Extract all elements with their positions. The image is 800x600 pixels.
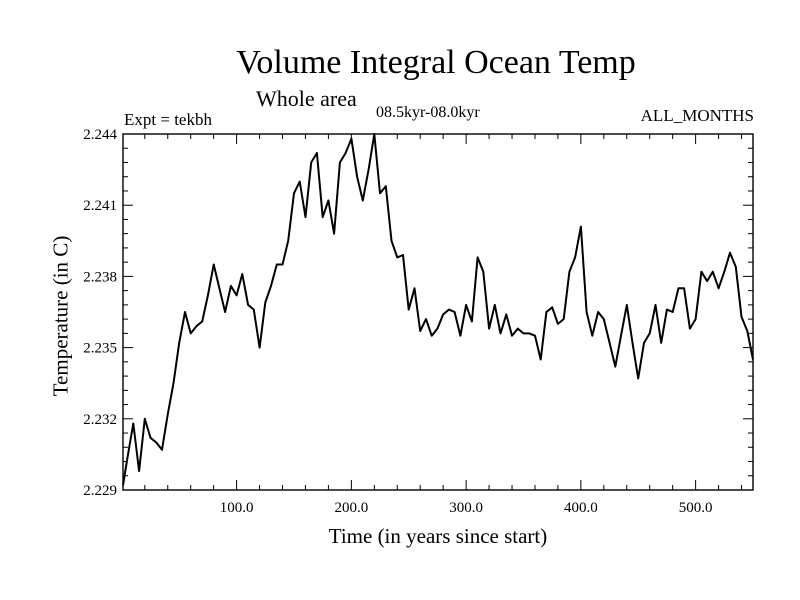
experiment-label: Expt = tekbh (124, 110, 212, 129)
plot-frame (122, 133, 754, 491)
y-tick-label: 2.241 (83, 198, 117, 214)
x-tick-label: 100.0 (220, 500, 254, 516)
y-tick-label: 2.229 (83, 483, 117, 499)
y-axis-label: Temperature (in C) (48, 235, 73, 397)
x-tick-label: 400.0 (564, 500, 598, 516)
x-tick-label: 300.0 (449, 500, 483, 516)
axis-tick-labels: 100.0 200.0 300.0 400.0 500.0 2.229 2.232 2.235… (83, 127, 712, 516)
x-axis-label: Time (in years since start) (328, 524, 548, 548)
y-tick-label: 2.232 (83, 412, 117, 428)
series-line (122, 133, 754, 486)
y-tick-label: 2.238 (83, 269, 117, 285)
y-tick-label: 2.235 (83, 341, 117, 357)
y-tick-label: 2.244 (83, 127, 117, 143)
chart-subtitle: Whole area (256, 86, 357, 111)
chart-title: Volume Integral Ocean Temp (236, 44, 636, 81)
x-tick-label: 500.0 (679, 500, 713, 516)
axis-ticks (123, 133, 753, 491)
x-tick-label: 200.0 (334, 500, 368, 516)
months-label: ALL_MONTHS (640, 106, 754, 125)
period-label: 08.5kyr-08.0kyr (376, 104, 480, 121)
